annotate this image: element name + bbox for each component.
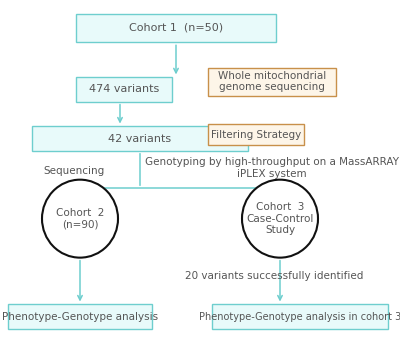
Ellipse shape [42, 180, 118, 258]
Text: Whole mitochondrial
genome sequencing: Whole mitochondrial genome sequencing [218, 71, 326, 93]
Text: Cohort  3
Case-Control
Study: Cohort 3 Case-Control Study [246, 202, 314, 235]
Text: Genotyping by high-throughput on a MassARRAY
iPLEX system: Genotyping by high-throughput on a MassA… [145, 157, 399, 179]
FancyBboxPatch shape [8, 304, 152, 329]
Text: Phenotype-Genotype analysis in cohort 3: Phenotype-Genotype analysis in cohort 3 [199, 312, 400, 322]
FancyBboxPatch shape [76, 14, 276, 42]
Text: Sequencing: Sequencing [43, 166, 105, 176]
Text: Cohort  2
(n=90): Cohort 2 (n=90) [56, 208, 104, 230]
Text: Phenotype-Genotype analysis: Phenotype-Genotype analysis [2, 312, 158, 322]
FancyBboxPatch shape [32, 126, 248, 151]
FancyBboxPatch shape [76, 77, 172, 102]
FancyBboxPatch shape [212, 304, 388, 329]
Ellipse shape [242, 180, 318, 258]
Text: Filtering Strategy: Filtering Strategy [211, 129, 301, 140]
Text: Cohort 1  (n=50): Cohort 1 (n=50) [129, 23, 223, 33]
Text: 474 variants: 474 variants [89, 84, 159, 95]
Text: 20 variants successfully identified: 20 variants successfully identified [185, 271, 363, 281]
FancyBboxPatch shape [208, 68, 336, 96]
Text: 42 variants: 42 variants [108, 134, 172, 144]
FancyBboxPatch shape [208, 124, 304, 145]
